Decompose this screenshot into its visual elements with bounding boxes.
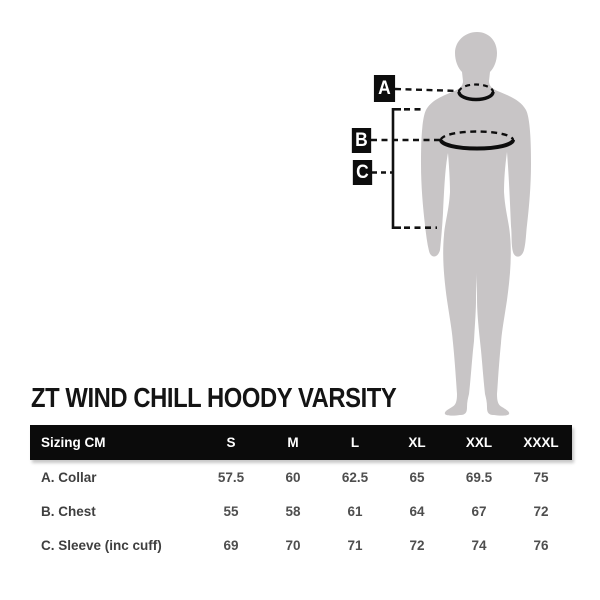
row-label: C. Sleeve (inc cuff)	[41, 537, 162, 553]
cell-value: 72	[533, 503, 549, 519]
column-header-xxl: XXL	[465, 435, 493, 450]
cell-value: 55	[223, 503, 239, 519]
sizing-table-header: Sizing CM S M L XL XXL XXXL	[30, 425, 572, 460]
row-label: B. Chest	[41, 503, 96, 519]
body-measurement-diagram	[371, 32, 531, 416]
sizing-unit-label: Sizing CM	[41, 435, 106, 450]
collar-leader-line	[394, 87, 461, 93]
page-title: ZT WIND CHILL HOODY VARSITY	[31, 382, 397, 413]
marker-b-label: B	[351, 128, 372, 153]
cell-value: 70	[285, 537, 301, 553]
cell-value: 62.5	[341, 469, 369, 485]
cell-value: 69.5	[465, 469, 493, 485]
sleeve-bracket	[391, 108, 437, 229]
cell-value: 71	[347, 537, 363, 553]
column-header-xxxl: XXXL	[523, 435, 559, 450]
marker-a-label: A	[373, 75, 396, 102]
collar-ellipse	[457, 83, 495, 102]
column-header-l: L	[350, 435, 360, 450]
row-label: A. Collar	[41, 469, 97, 485]
cell-value: 57.5	[217, 469, 245, 485]
cell-value: 72	[409, 537, 425, 553]
cell-value: 60	[285, 469, 301, 485]
human-silhouette	[421, 32, 531, 416]
cell-value: 61	[347, 503, 363, 519]
cell-value: 65	[409, 469, 425, 485]
marker-c-label: C	[352, 160, 373, 185]
column-header-xl: XL	[408, 435, 426, 450]
cell-value: 75	[533, 469, 549, 485]
chest-ellipse	[439, 130, 515, 151]
cell-value: 58	[285, 503, 301, 519]
cell-value: 74	[471, 537, 487, 553]
column-header-s: S	[226, 435, 236, 450]
table-row-chest: B. Chest 55 58 61 64 67 72	[30, 494, 572, 528]
cell-value: 76	[533, 537, 549, 553]
table-row-sleeve: C. Sleeve (inc cuff) 69 70 71 72 74 76	[30, 528, 572, 562]
table-row-collar: A. Collar 57.5 60 62.5 65 69.5 75	[30, 460, 572, 494]
column-header-m: M	[287, 435, 299, 450]
cell-value: 69	[223, 537, 239, 553]
cell-value: 67	[471, 503, 487, 519]
sizing-table: Sizing CM S M L XL XXL XXXL A. Collar 57…	[30, 425, 572, 562]
cell-value: 64	[409, 503, 425, 519]
